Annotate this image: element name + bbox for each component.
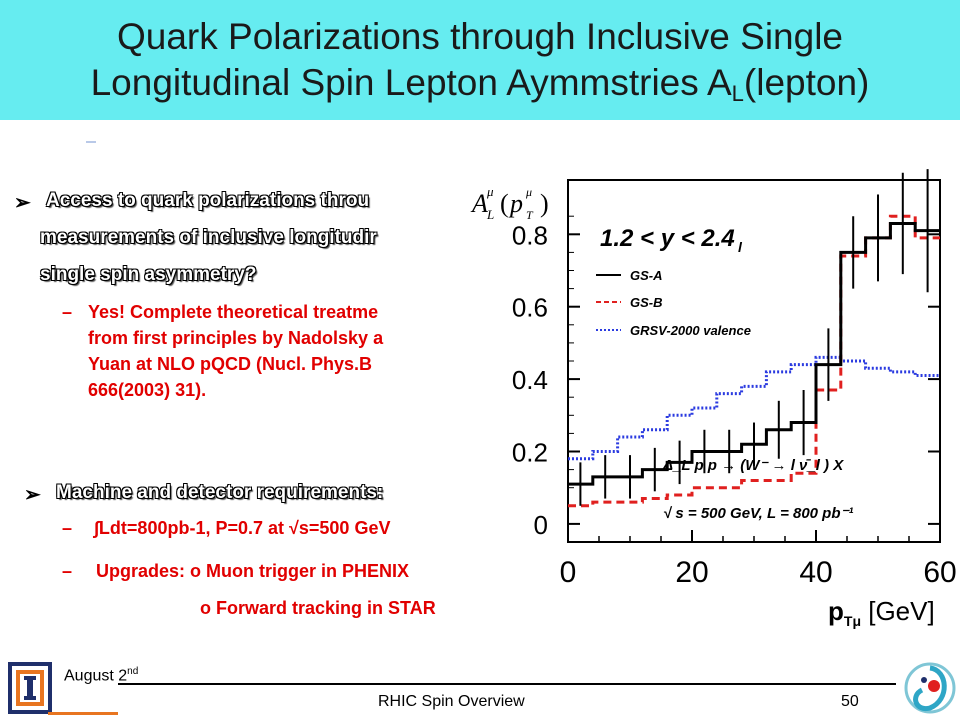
x-tick-label: 0: [560, 556, 577, 589]
legend-label: GRSV-2000 valence: [630, 323, 751, 338]
sub-bullet-1-line-1: Yes! Complete theoretical treatme: [88, 302, 379, 322]
bullet-2-line-1: Machine and detector requirements:: [56, 482, 384, 503]
logo-accent-bar: [48, 712, 118, 715]
y-tick-label: 0: [534, 510, 548, 540]
swirl-logo: [904, 662, 956, 714]
sub-bullet-1-line-4: 666(2003) 31).: [88, 380, 207, 400]
x-tick-label: 40: [799, 556, 832, 589]
sub-bullet-2-line-2: Upgrades: o Muon trigger in PHENIX: [96, 561, 410, 581]
footer-date-sup: nd: [127, 666, 139, 677]
bullet-arrow-icon: ➢: [24, 484, 41, 506]
footer-divider: [118, 683, 896, 685]
sub-bullet-dash: –: [62, 561, 73, 581]
x-tick-label: 20: [675, 556, 708, 589]
sub-bullet-dash: –: [62, 302, 73, 322]
slide-title: Quark Polarizations through Inclusive Si…: [40, 14, 920, 117]
y-tick-label: 0.2: [512, 438, 548, 468]
y-axis-formula: A L μ ( p T μ ): [470, 184, 549, 222]
footer-date-main: August 2: [64, 667, 128, 685]
bullet-1-line-2: measurements of inclusive longitudir: [40, 227, 377, 248]
legend-label: GS-A: [630, 268, 663, 283]
sub-bullet-2-line-3: o Forward tracking in STAR: [200, 598, 436, 618]
svg-text:μ: μ: [525, 185, 532, 199]
title-subscript: L: [731, 81, 744, 106]
footer-date: August 2nd: [64, 666, 138, 685]
chart-title: 1.2 < y < 2.4: [600, 225, 735, 252]
x-axis-label: pTμ [GeV]: [828, 596, 935, 629]
sub-bullet-1-line-2: from first principles by Nadolsky a: [88, 328, 384, 348]
sub-bullet-1-line-3: Yuan at NLO pQCD (Nucl. Phys.B: [88, 354, 373, 374]
x-tick-label: 60: [923, 556, 956, 589]
y-tick-label: 0.6: [512, 293, 548, 323]
bullet-1-line-3: single spin asymmetry?: [40, 264, 257, 285]
footer-page-number: 50: [841, 693, 859, 710]
svg-text:p: p: [508, 189, 523, 218]
svg-text:): ): [540, 189, 549, 218]
series-gs-b: [568, 214, 940, 508]
svg-text:μ: μ: [486, 184, 494, 199]
title-line-2: Longitudinal Spin Lepton Aymmstries A: [90, 62, 732, 103]
svg-text:T: T: [526, 208, 534, 222]
bullet-arrow-icon: ➢: [14, 192, 31, 214]
university-logo: [8, 662, 52, 714]
footer-center: RHIC Spin Overview: [378, 693, 525, 710]
title-bar: [0, 0, 960, 120]
annotation-energy: √ s = 500 GeV, L = 800 pb⁻¹: [663, 505, 853, 522]
sub-bullet-dash: –: [62, 518, 73, 538]
series-grsv-2000-valence: [568, 355, 940, 461]
y-tick-label: 0.4: [512, 365, 548, 395]
chart-title-subscript: l: [738, 239, 743, 255]
annotation-process: Δ_L p p → (W⁻ → l ν̄_l ) X: [662, 457, 844, 474]
title-line-1: Quark Polarizations through Inclusive Si…: [117, 16, 843, 57]
title-line-2-tail: (lepton): [743, 62, 870, 103]
bullet-1-line-1: Access to quark polarizations throu: [46, 190, 370, 211]
decorative-dash: [86, 141, 96, 143]
svg-text:(: (: [500, 189, 509, 218]
sub-bullet-2-line-1: ∫Ldt=800pb-1, P=0.7 at √s=500 GeV: [94, 518, 391, 538]
y-tick-label: 0.8: [512, 220, 548, 250]
svg-text:L: L: [486, 207, 494, 222]
svg-text:A: A: [470, 189, 488, 218]
legend-label: GS-B: [630, 295, 663, 310]
